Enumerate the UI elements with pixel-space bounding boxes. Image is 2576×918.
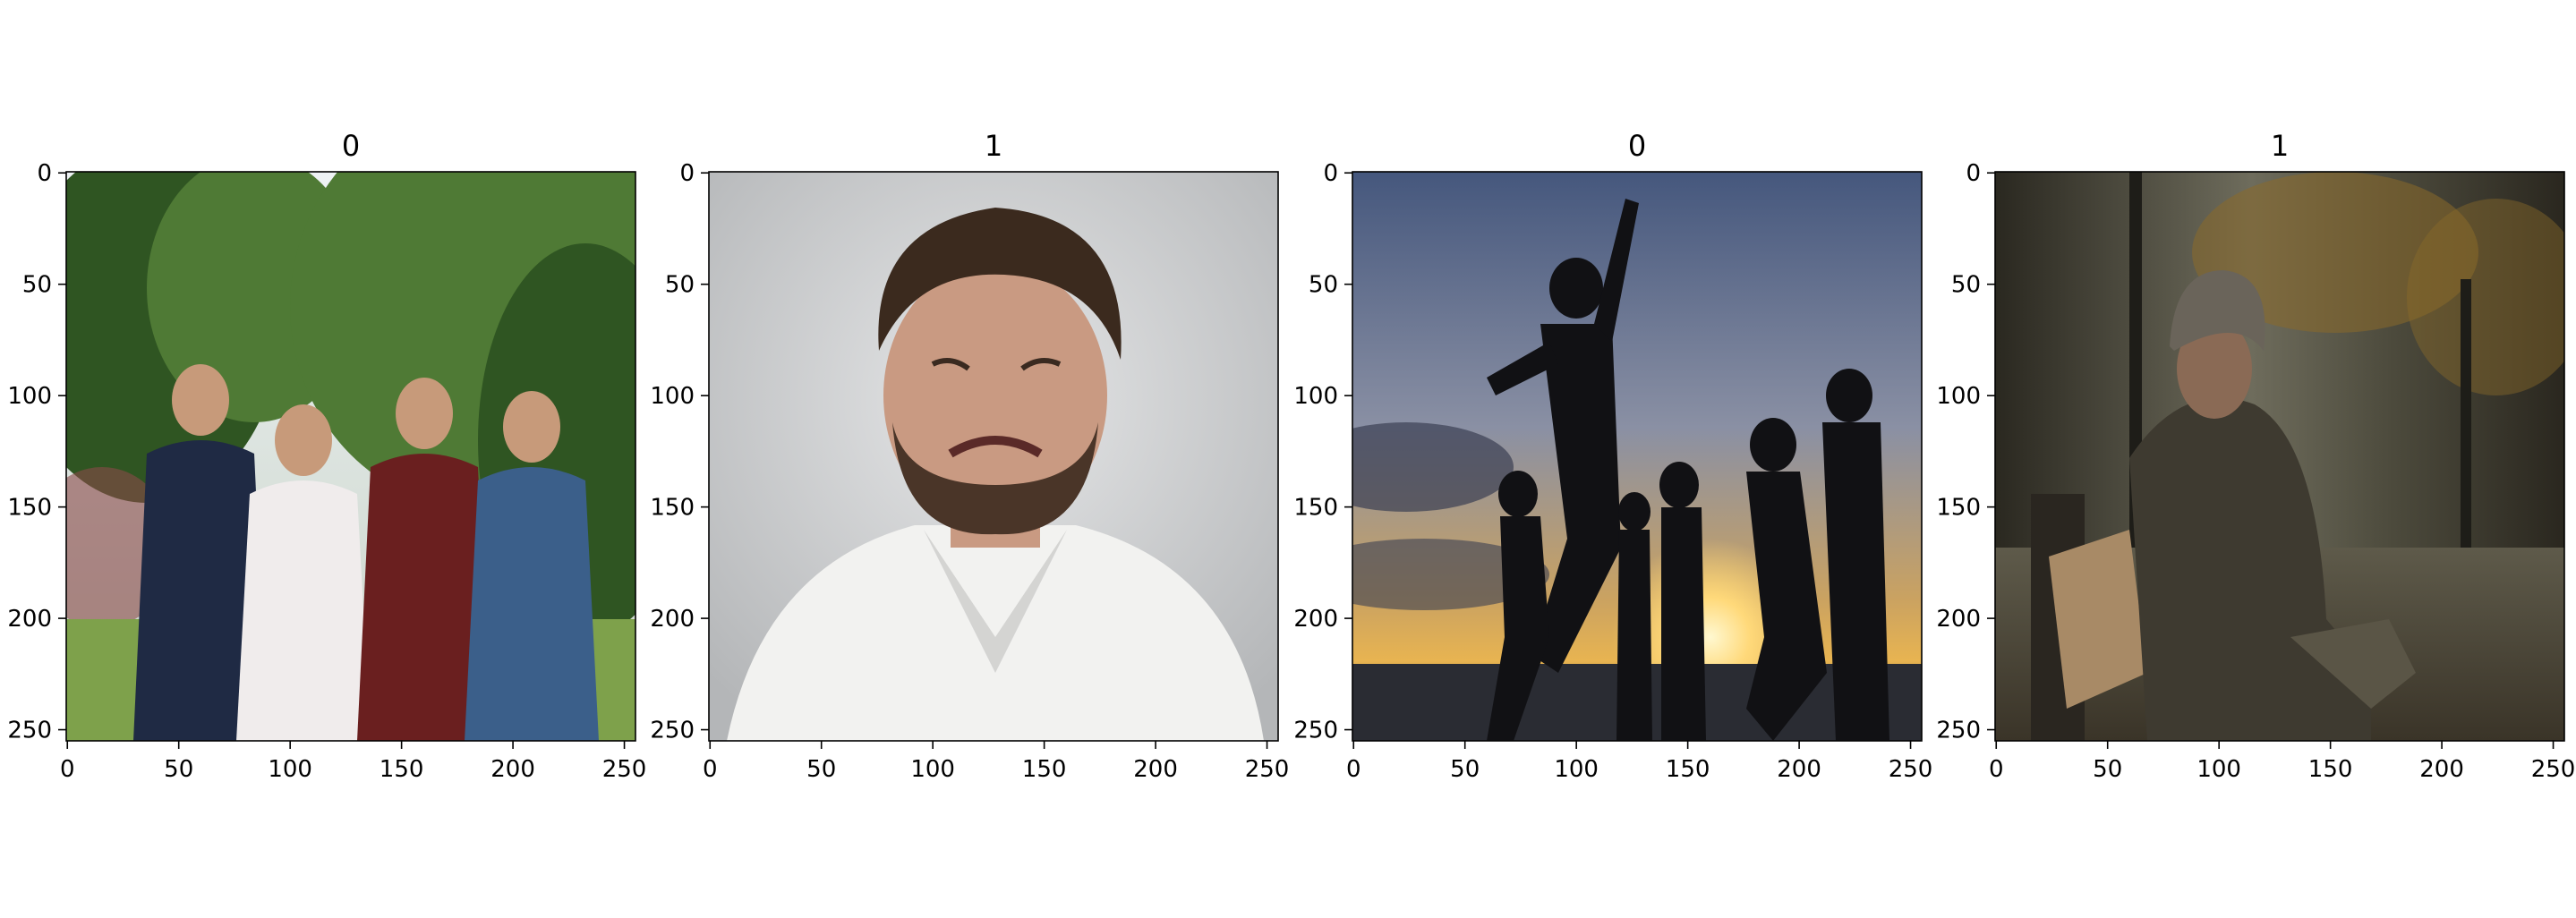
x-tick-label: 50	[1450, 756, 1480, 783]
panel-1: 0 0 50 100 150 200 250 0 50 100 150 200 250	[7, 129, 647, 783]
y-tick-label: 200	[650, 606, 695, 633]
panel-4-frame	[1994, 171, 2565, 742]
y-tick-label: 100	[1293, 383, 1338, 410]
y-tick-label: 250	[650, 718, 695, 744]
x-tick-label: 150	[380, 756, 424, 783]
y-tick-label: 150	[650, 495, 695, 522]
x-tick-label: 200	[2419, 756, 2464, 783]
panel-4: 1 0 50 100 150 200 250 0 50 100 150 200 250	[1936, 129, 2576, 783]
y-tick-label: 100	[7, 383, 52, 410]
panel-4-image	[1995, 172, 2564, 741]
y-tick-label: 0	[37, 160, 52, 187]
y-tick-label: 150	[1293, 495, 1338, 522]
x-tick-label: 50	[806, 756, 836, 783]
x-tick-label: 250	[602, 756, 647, 783]
x-tick-label: 100	[910, 756, 955, 783]
y-tick-label: 50	[1309, 272, 1338, 299]
x-tick-label: 0	[1989, 756, 2004, 783]
x-tick-label: 200	[490, 756, 535, 783]
panel-1-title: 0	[342, 129, 360, 163]
x-tick-label: 100	[1554, 756, 1599, 783]
y-tick-label: 200	[7, 606, 52, 633]
y-tick-label: 50	[665, 272, 695, 299]
y-tick-label: 200	[1293, 606, 1338, 633]
panel-3: 0 0 50 100 150 200 250 0 50 100 150 200 250	[1293, 129, 1932, 783]
y-tick-label: 50	[1951, 272, 1981, 299]
panel-2-title: 1	[985, 129, 1002, 163]
y-tick-label: 200	[1936, 606, 1981, 633]
panel-2: 1 0 50 100 150 200 250 0 50 100 150 200 250	[650, 129, 1289, 783]
x-tick-label: 150	[1022, 756, 1067, 783]
panel-1-image	[66, 172, 635, 741]
panel-2-image	[709, 172, 1278, 741]
y-tick-label: 50	[22, 272, 52, 299]
y-tick-label: 0	[1966, 160, 1981, 187]
x-tick-label: 250	[1889, 756, 1933, 783]
x-tick-label: 150	[2308, 756, 2353, 783]
x-tick-label: 0	[60, 756, 75, 783]
panel-3-image	[1352, 172, 1922, 741]
x-tick-label: 200	[1133, 756, 1178, 783]
y-tick-label: 250	[1936, 718, 1981, 744]
x-tick-label: 150	[1666, 756, 1710, 783]
y-tick-label: 100	[1936, 383, 1981, 410]
panel-2-frame	[708, 171, 1279, 742]
x-tick-label: 250	[2531, 756, 2576, 783]
x-tick-label: 200	[1777, 756, 1821, 783]
y-tick-label: 250	[7, 718, 52, 744]
panel-1-frame	[65, 171, 636, 742]
x-tick-label: 50	[164, 756, 193, 783]
x-tick-label: 250	[1245, 756, 1290, 783]
y-tick-label: 150	[7, 495, 52, 522]
y-tick-label: 250	[1293, 718, 1338, 744]
panel-4-title: 1	[2271, 129, 2289, 163]
panel-3-title: 0	[1628, 129, 1646, 163]
y-tick-label: 150	[1936, 495, 1981, 522]
x-tick-label: 100	[268, 756, 312, 783]
x-tick-label: 100	[2196, 756, 2241, 783]
y-tick-label: 0	[1323, 160, 1338, 187]
panel-3-frame	[1352, 171, 1923, 742]
y-tick-label: 100	[650, 383, 695, 410]
x-tick-label: 0	[703, 756, 718, 783]
x-tick-label: 50	[2093, 756, 2122, 783]
x-tick-label: 0	[1346, 756, 1361, 783]
y-tick-label: 0	[679, 160, 695, 187]
